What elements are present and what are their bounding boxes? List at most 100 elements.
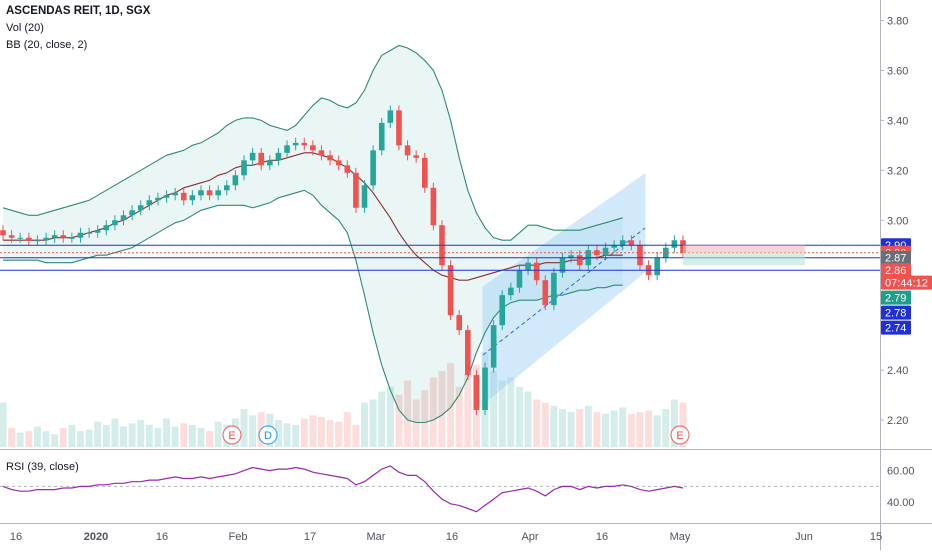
volume-bar: [326, 420, 334, 447]
volume-bar: [128, 423, 136, 447]
volume-bar: [335, 421, 343, 447]
candle: [198, 190, 204, 196]
candle: [223, 185, 230, 191]
candle: [499, 295, 506, 326]
candle: [258, 152, 265, 166]
candle: [275, 152, 282, 161]
volume-bar: [240, 409, 248, 447]
volume-bar: [524, 391, 532, 447]
volume-bar: [610, 410, 618, 447]
price-badge: [881, 290, 911, 305]
volume-bar: [361, 402, 369, 447]
candle: [215, 190, 221, 196]
volume-bar: [154, 428, 162, 447]
volume-bar: [188, 424, 196, 447]
volume-bar: [576, 409, 584, 447]
candle: [525, 262, 531, 271]
volume-bar: [51, 434, 59, 447]
candle: [421, 157, 428, 188]
volume-bar: [679, 402, 687, 447]
volume-bar: [171, 426, 179, 447]
price-badge-label: 2.79: [885, 293, 906, 305]
volume-bar: [515, 386, 523, 447]
candle: [94, 230, 101, 233]
candle: [137, 205, 144, 211]
price-badge: [881, 320, 911, 335]
candle: [344, 165, 351, 173]
candle: [327, 155, 333, 161]
price-tick-label: 3.00: [887, 215, 908, 227]
volume-bar: [490, 371, 498, 447]
price-tick-label: 2.20: [887, 415, 908, 427]
volume-bar: [412, 399, 420, 447]
candle: [473, 375, 480, 411]
candle: [413, 155, 419, 158]
volume-bar: [309, 415, 317, 447]
volume-bar: [498, 380, 506, 447]
volume-bar: [197, 428, 205, 447]
volume-bar: [404, 380, 412, 447]
candle: [353, 172, 359, 208]
volume-bar: [343, 412, 351, 447]
candle: [456, 315, 463, 331]
candle: [396, 110, 402, 146]
candle: [301, 142, 308, 146]
volume-bar: [283, 423, 291, 447]
time-tick-label: 16: [156, 531, 168, 543]
candle: [611, 245, 617, 248]
volume-bar: [636, 412, 644, 447]
volume-bar: [8, 428, 16, 447]
candle: [155, 197, 161, 201]
volume-bar: [558, 409, 566, 447]
volume-bar: [541, 402, 549, 447]
time-tick-label: May: [670, 531, 691, 543]
volume-bar: [352, 424, 360, 447]
candle: [559, 257, 566, 273]
candle: [0, 230, 6, 236]
price-badge-label: 2.86: [885, 265, 906, 277]
volume-bar: [120, 426, 128, 447]
volume-bar: [369, 399, 377, 447]
time-tick-label: 16: [446, 531, 458, 543]
event-marker-label: E: [228, 430, 235, 442]
candle: [206, 190, 213, 196]
volume-bar: [421, 390, 429, 447]
candle: [267, 160, 273, 166]
rsi-tick-label: 40.00: [887, 497, 915, 509]
stop-loss-zone: [683, 245, 805, 253]
candle: [654, 257, 660, 276]
ascending-channel: [482, 173, 646, 406]
candle: [51, 235, 58, 238]
volume-bar: [206, 431, 214, 447]
bollinger-lower-line: [3, 189, 623, 424]
volume-bar: [645, 410, 653, 447]
candle: [378, 122, 385, 151]
candle: [508, 287, 514, 296]
event-marker-label: E: [676, 430, 683, 442]
volume-bar: [602, 413, 610, 447]
candle: [146, 200, 153, 206]
candle: [8, 235, 15, 238]
price-badge: [881, 250, 911, 265]
volume-bar: [16, 432, 24, 447]
volume-bar: [274, 420, 282, 447]
time-tick-label: 15: [870, 531, 882, 543]
candle: [551, 272, 557, 306]
volume-bar: [111, 418, 119, 447]
volume-bar: [145, 424, 153, 447]
volume-bar: [662, 409, 670, 447]
time-tick-label: Feb: [229, 531, 248, 543]
candle: [189, 195, 196, 201]
volume-bar: [386, 386, 394, 447]
volume-bar: [438, 371, 446, 447]
candle: [671, 240, 678, 248]
candle: [335, 160, 342, 166]
volume-bar: [180, 423, 188, 447]
candle: [34, 240, 41, 242]
candle: [292, 142, 299, 146]
event-marker-label: D: [264, 430, 272, 442]
candle: [284, 145, 290, 153]
volume-bar: [249, 415, 257, 447]
